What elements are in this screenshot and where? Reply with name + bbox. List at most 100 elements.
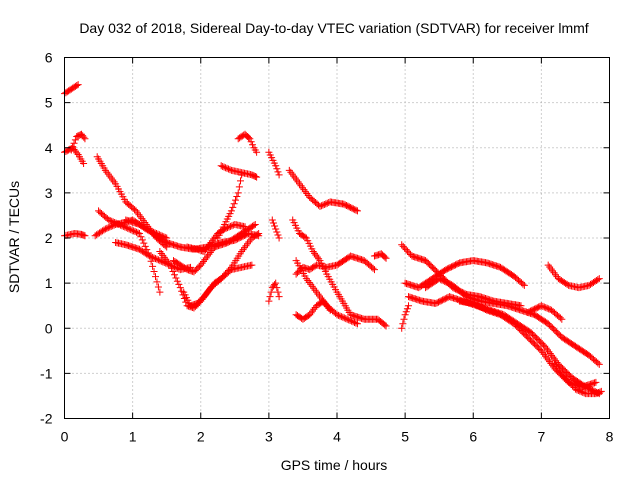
data-point: [104, 224, 112, 232]
data-point: [519, 280, 527, 288]
data-point: [577, 388, 585, 396]
series-sat-q: [265, 148, 283, 179]
x-tick-label: 0: [61, 429, 69, 445]
y-tick-label: 3: [45, 185, 53, 201]
data-point: [315, 255, 323, 263]
data-point: [346, 317, 354, 325]
data-point: [543, 304, 551, 312]
data-point: [275, 293, 283, 301]
series-sat-o: [234, 130, 261, 156]
chart-title: Day 032 of 2018, Sidereal Day-to-day VTE…: [79, 20, 588, 36]
data-point: [202, 254, 210, 262]
data-point: [353, 207, 361, 215]
data-point: [206, 248, 214, 256]
data-point: [208, 247, 216, 255]
data-point: [269, 219, 277, 227]
data-point: [334, 311, 342, 319]
data-point: [592, 378, 600, 386]
data-point: [202, 291, 210, 299]
data-point: [127, 226, 135, 234]
x-tick-label: 7: [537, 429, 545, 445]
data-point: [140, 239, 148, 247]
series-sat-ad: [422, 275, 603, 368]
data-point: [147, 253, 155, 261]
data-point: [226, 166, 234, 174]
data-point: [313, 253, 321, 261]
data-point: [542, 304, 550, 312]
x-tick-label: 3: [265, 429, 273, 445]
x-tick-label: 8: [606, 429, 614, 445]
data-point: [340, 314, 348, 322]
data-point: [273, 165, 281, 173]
data-point: [235, 183, 243, 191]
data-point: [595, 275, 603, 283]
data-point: [336, 312, 344, 320]
data-point: [200, 248, 208, 256]
data-point: [234, 189, 242, 197]
data-point: [205, 250, 213, 258]
data-point: [101, 225, 109, 233]
data-point: [229, 203, 237, 211]
data-point: [398, 324, 406, 332]
data-point: [81, 232, 89, 240]
data-point: [544, 346, 552, 354]
data-point: [253, 173, 261, 181]
data-point: [222, 270, 230, 278]
data-point: [574, 386, 582, 394]
data-point: [144, 251, 152, 259]
data-point: [247, 138, 255, 146]
data-point: [236, 177, 244, 185]
data-point: [131, 206, 139, 214]
data-point: [266, 293, 274, 301]
data-point: [274, 168, 282, 176]
data-point: [73, 81, 81, 89]
data-point: [216, 276, 224, 284]
data-point: [202, 246, 210, 254]
data-point: [402, 308, 410, 316]
data-point: [342, 315, 350, 323]
x-tick-label: 1: [129, 429, 137, 445]
series-sat-k: [170, 220, 259, 276]
data-point: [228, 222, 236, 230]
data-point: [404, 247, 412, 255]
data-point: [157, 257, 165, 265]
data-point: [382, 254, 390, 262]
data-point: [253, 148, 261, 156]
plot-area-marks: [61, 81, 605, 398]
data-point: [201, 256, 209, 264]
y-tick-label: 0: [45, 320, 53, 336]
y-tick-label: -2: [40, 411, 53, 427]
y-tick-label: 1: [45, 275, 53, 291]
data-point: [564, 377, 572, 385]
grid: [64, 57, 610, 419]
data-point: [198, 259, 206, 267]
data-point: [541, 342, 549, 350]
data-point: [399, 320, 407, 328]
data-point: [352, 319, 360, 327]
data-point: [403, 305, 411, 313]
data-point: [339, 313, 347, 321]
x-tick-label: 4: [333, 429, 341, 445]
y-tick-label: -1: [40, 365, 53, 381]
data-point: [245, 134, 253, 142]
data-point: [322, 200, 330, 208]
data-point: [544, 356, 552, 364]
data-point: [539, 349, 547, 357]
data-point: [556, 314, 564, 322]
data-point: [349, 318, 357, 326]
data-point: [106, 223, 114, 231]
data-point: [130, 227, 138, 235]
data-point: [537, 302, 545, 310]
data-point: [548, 351, 556, 359]
data-point: [100, 226, 108, 234]
data-point: [151, 273, 159, 281]
data-point: [223, 164, 231, 172]
data-point: [594, 276, 602, 284]
data-point: [107, 222, 115, 230]
data-point: [67, 146, 75, 154]
data-point: [172, 274, 180, 282]
data-point: [596, 388, 604, 396]
data-point: [312, 251, 320, 259]
data-point: [71, 136, 79, 144]
